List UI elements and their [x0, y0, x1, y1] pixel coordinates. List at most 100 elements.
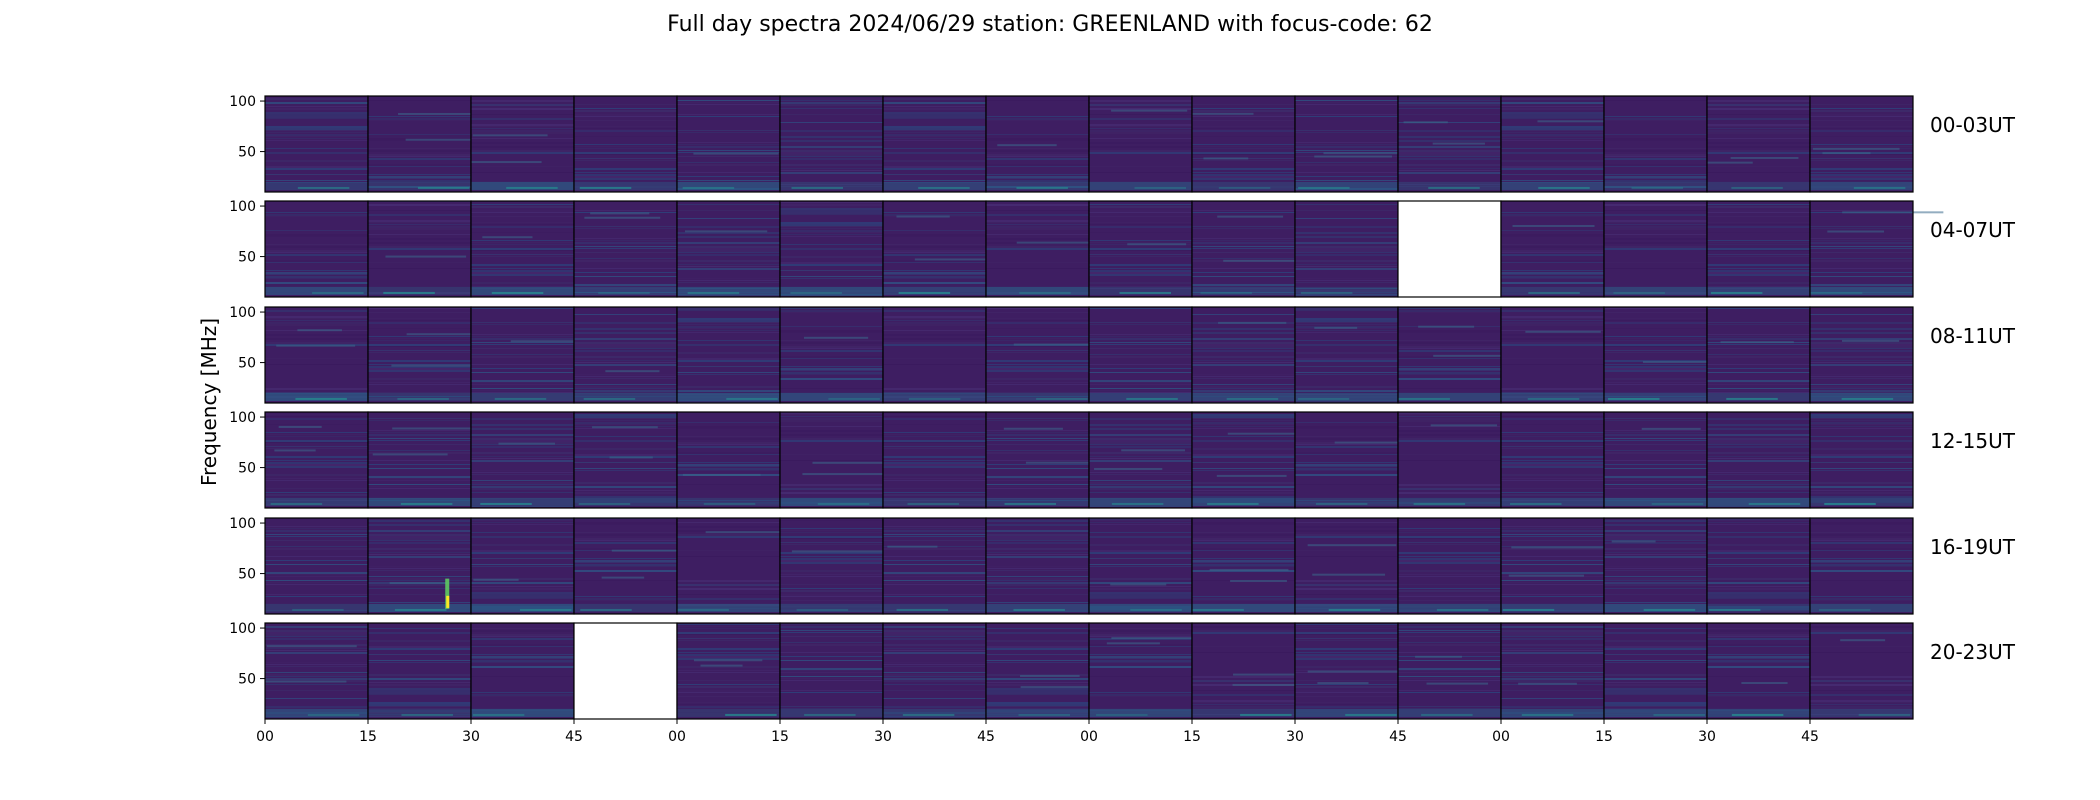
spectrum-panel-r3-0 [264, 411, 369, 509]
y-tick-label: 50 [238, 356, 256, 372]
row-label-20-23UT: 20-23UT [1930, 640, 2016, 664]
row-label-12-15UT: 12-15UT [1930, 429, 2016, 453]
spectrum-panel-r0-7 [985, 95, 1090, 193]
spectrum-panel-r2-8 [1088, 306, 1193, 404]
x-tick-label: 45 [1801, 729, 1819, 745]
spectrum-panel-r1-6 [882, 200, 1016, 298]
x-tick-label: 30 [1698, 729, 1716, 745]
spectrum-panel-r3-5 [779, 411, 897, 509]
spectrum-panel-r4-9 [1191, 517, 1296, 615]
spectrum-panel-r4-13 [1603, 517, 1708, 615]
y-ticks: 50 100 50 100 50 100 50 100 50 100 50 100 [229, 94, 265, 688]
spectrum-panel-r2-3 [573, 306, 678, 404]
spectrum-panel-r1-3 [573, 200, 678, 298]
spectrum-panel-r3-15 [1809, 411, 1914, 509]
x-tick-label: 15 [1595, 729, 1613, 745]
spectrum-panel-r3-3 [573, 411, 678, 509]
spectrum-panel-r3-10 [1294, 411, 1412, 509]
spectrum-panel-r2-1 [367, 306, 504, 404]
spectrum-panel-r4-2 [470, 517, 575, 615]
spectrum-panel-r5-9 [1191, 622, 1335, 720]
spectrum-panel-r5-6 [882, 622, 987, 720]
spectrum-panel-r0-12 [1500, 95, 1611, 193]
spectrum-panel-r0-2 [470, 95, 575, 193]
spectrum-panel-r3-7 [985, 411, 1126, 509]
y-tick-label: 50 [238, 250, 256, 266]
y-tick-label: 100 [229, 305, 256, 321]
spectrum-panel-r3-8 [1088, 411, 1193, 509]
spectrum-panel-r4-14 [1706, 517, 1811, 615]
spectrum-panel-r1-10 [1294, 200, 1399, 298]
row-label-04-07UT: 04-07UT [1930, 218, 2016, 242]
spectrum-panel-r5-0 [264, 622, 369, 720]
row-label-00-03UT: 00-03UT [1930, 113, 2016, 137]
row-label-08-11UT: 08-11UT [1930, 324, 2016, 348]
x-tick-label: 30 [462, 729, 480, 745]
x-tick-label: 00 [668, 729, 686, 745]
spectrum-panel-r4-0 [264, 517, 369, 615]
y-axis-label: Frequency [MHz] [197, 318, 221, 486]
spectrum-panel-r0-13 [1603, 95, 1708, 193]
spectrum-panel-r5-3 [573, 622, 678, 720]
spectrum-panel-r2-5 [779, 306, 884, 404]
chart-title: Full day spectra 2024/06/29 station: GRE… [667, 12, 1433, 37]
spectrum-panel-r1-2 [470, 200, 575, 298]
spectrum-panel-r1-15 [1809, 200, 1944, 298]
spectrum-panel-r2-10 [1294, 306, 1399, 404]
spectrum-panel-r1-9 [1191, 200, 1306, 298]
spectrum-panel-r3-11 [1397, 411, 1502, 509]
y-tick-label: 50 [238, 145, 256, 161]
spectrum-panel-r0-6 [882, 95, 987, 193]
spectrum-panel-r1-14 [1706, 200, 1811, 298]
x-tick-label: 15 [771, 729, 789, 745]
spectrum-panel-r3-9 [1191, 411, 1304, 509]
spectrum-panel-r5-13 [1603, 622, 1708, 720]
spectrum-panel-r5-4 [676, 622, 781, 720]
spectrum-panel-r4-4 [676, 517, 794, 615]
spectrum-panel-r1-12 [1500, 200, 1605, 298]
spectrum-panel-r1-7 [985, 200, 1101, 298]
spectrum-panel-r0-14 [1706, 95, 1811, 193]
spectrum-panel-r1-11 [1397, 200, 1502, 298]
spectrum-panel-r0-4 [676, 95, 781, 193]
spectrum-panel-r5-2 [470, 622, 575, 720]
x-tick-label: 15 [359, 729, 377, 745]
y-tick-label: 100 [229, 199, 256, 215]
spectrum-panel-r2-14 [1706, 306, 1811, 404]
x-tick-label: 45 [565, 729, 583, 745]
spectrum-panel-r3-2 [470, 411, 575, 509]
y-tick-label: 100 [229, 516, 256, 532]
spectrum-panel-r5-7 [985, 622, 1123, 720]
spectrum-panel-r5-10 [1294, 622, 1408, 720]
spectrum-panel-r4-6 [882, 517, 987, 615]
spectrum-panel-r3-6 [882, 411, 987, 509]
y-tick-label: 100 [229, 410, 256, 426]
x-tick-label: 00 [1080, 729, 1098, 745]
spectrum-panel-r4-12 [1500, 517, 1605, 615]
spectrum-panel-r0-1 [367, 95, 499, 193]
y-tick-label: 100 [229, 94, 256, 110]
spectrum-panel-r3-1 [367, 411, 478, 509]
y-tick-label: 50 [238, 672, 256, 688]
spectrum-panel-r2-11 [1397, 306, 1516, 404]
spectrum-panel-r2-4 [676, 306, 781, 404]
spectrum-panel-r0-15 [1809, 95, 1914, 193]
spectrum-panel-r0-3 [573, 95, 678, 193]
spectrum-panel-r2-2 [470, 306, 602, 404]
spectrum-panel-r2-9 [1191, 306, 1296, 404]
spectrum-panel-r2-6 [882, 306, 987, 404]
spectrum-panel-r0-11 [1397, 95, 1502, 193]
spectrum-panel-r3-4 [676, 411, 781, 509]
spectrum-panel-r0-9 [1191, 95, 1296, 193]
spectrum-panel-r1-8 [1088, 200, 1193, 298]
x-tick-label: 00 [1492, 729, 1510, 745]
spectrum-panel-r2-0 [264, 306, 369, 404]
spectrum-panel-r5-14 [1706, 622, 1811, 720]
x-tick-label: 45 [977, 729, 995, 745]
spectrum-panel-r0-0 [264, 95, 369, 193]
spectrum-panel-r4-7 [985, 517, 1090, 615]
spectrum-panel-r1-1 [367, 200, 472, 298]
spectrum-panel-r0-10 [1294, 95, 1421, 193]
spectrum-panel-r0-8 [1088, 95, 1193, 193]
